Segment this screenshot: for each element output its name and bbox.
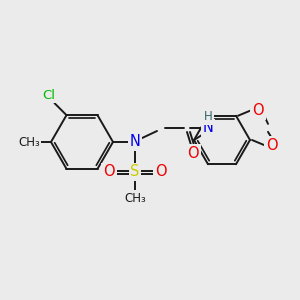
Text: CH₃: CH₃ [124,191,146,205]
Text: Cl: Cl [42,89,55,102]
Text: O: O [252,103,264,118]
Text: CH₃: CH₃ [18,136,40,148]
Text: O: O [155,164,167,179]
Text: H: H [204,110,212,124]
Text: O: O [103,164,115,179]
Text: O: O [266,137,278,152]
Text: S: S [130,164,140,179]
Text: N: N [130,134,140,149]
Text: N: N [202,121,213,136]
Text: O: O [187,146,199,160]
